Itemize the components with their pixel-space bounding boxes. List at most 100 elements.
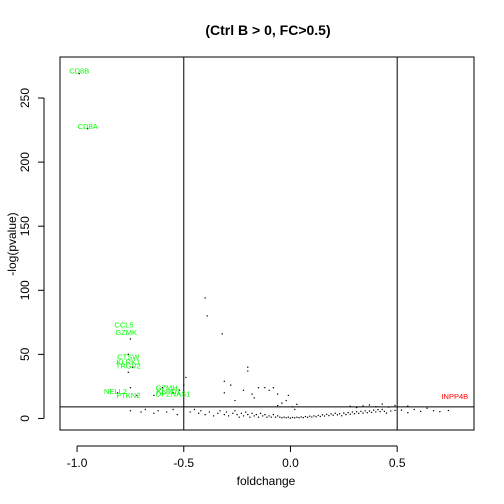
data-point-106 xyxy=(332,414,334,416)
data-point-75 xyxy=(266,416,268,418)
data-point-114 xyxy=(349,413,351,415)
data-point-146 xyxy=(375,405,377,408)
data-point-59 xyxy=(232,412,234,415)
data-point-121 xyxy=(364,410,366,412)
data-point-45 xyxy=(172,408,174,411)
data-point-55 xyxy=(219,410,221,412)
data-point-149 xyxy=(394,404,396,407)
data-point-98 xyxy=(315,416,317,418)
data-point-10 xyxy=(161,387,164,389)
data-point-53 xyxy=(212,415,215,417)
data-point-40 xyxy=(140,411,142,413)
plot-frame xyxy=(59,56,475,431)
data-point-80 xyxy=(276,415,279,417)
data-point-92 xyxy=(302,416,304,419)
data-point-109 xyxy=(338,413,341,415)
data-point-52 xyxy=(208,411,211,413)
x-tick-label-2: 0.0 xyxy=(282,456,299,470)
data-point-42 xyxy=(153,412,155,415)
data-point-13 xyxy=(183,384,185,386)
data-point-0 xyxy=(78,72,80,75)
data-point-33 xyxy=(281,402,283,404)
data-point-57 xyxy=(225,411,228,413)
data-point-3 xyxy=(127,353,129,356)
data-point-139 xyxy=(432,410,435,412)
chart-title: (Ctrl B > 0, FC>0.5) xyxy=(205,22,330,38)
data-point-102 xyxy=(323,415,326,417)
data-point-15 xyxy=(204,297,206,299)
data-point-72 xyxy=(259,412,262,415)
data-point-58 xyxy=(227,415,230,417)
data-point-32 xyxy=(276,404,279,407)
data-point-131 xyxy=(385,412,388,414)
data-point-17 xyxy=(221,333,223,335)
data-point-19 xyxy=(223,392,226,394)
data-point-27 xyxy=(257,387,260,389)
data-point-145 xyxy=(368,404,371,406)
x-tick-label-3: 0.5 xyxy=(389,456,406,470)
data-point-119 xyxy=(360,410,362,413)
point-label-10: KLRD1 xyxy=(157,387,181,396)
data-point-84 xyxy=(285,417,287,419)
data-point-118 xyxy=(358,412,360,415)
data-point-20 xyxy=(230,384,232,386)
data-point-112 xyxy=(345,413,347,416)
data-point-49 xyxy=(198,412,200,415)
data-point-26 xyxy=(253,397,255,399)
data-point-123 xyxy=(368,410,371,412)
data-point-44 xyxy=(166,411,168,413)
data-point-43 xyxy=(157,410,159,412)
point-label-12: INPP4B xyxy=(441,392,468,401)
data-point-93 xyxy=(304,415,307,418)
data-point-108 xyxy=(336,414,339,416)
data-point-70 xyxy=(255,413,258,416)
data-point-116 xyxy=(353,413,356,415)
data-point-34 xyxy=(285,399,287,402)
data-point-95 xyxy=(308,415,311,417)
data-point-77 xyxy=(270,416,272,418)
data-point-150 xyxy=(407,405,409,407)
point-label-5: KLRK1 xyxy=(116,358,140,367)
data-point-96 xyxy=(311,416,313,418)
data-point-14 xyxy=(185,376,187,379)
data-point-25 xyxy=(251,393,253,395)
data-point-140 xyxy=(439,410,441,413)
data-point-6 xyxy=(129,387,132,389)
data-point-135 xyxy=(407,411,409,414)
data-point-132 xyxy=(390,410,392,412)
data-point-89 xyxy=(296,416,298,418)
data-point-61 xyxy=(236,413,238,416)
data-point-94 xyxy=(306,416,309,419)
data-point-137 xyxy=(419,410,422,413)
point-label-2: CCL5 xyxy=(114,320,133,329)
data-point-138 xyxy=(426,407,428,409)
data-point-117 xyxy=(355,411,358,413)
point-label-7: NELL2 xyxy=(104,387,127,396)
data-point-142 xyxy=(349,405,351,407)
data-point-110 xyxy=(340,415,343,417)
data-point-35 xyxy=(287,394,290,397)
data-point-104 xyxy=(328,414,330,417)
data-point-62 xyxy=(238,416,240,418)
data-point-66 xyxy=(247,413,249,416)
data-point-68 xyxy=(251,412,253,415)
data-point-83 xyxy=(283,416,285,418)
data-point-78 xyxy=(272,413,275,416)
data-point-99 xyxy=(317,414,319,417)
y-tick-label-5: 250 xyxy=(18,88,32,108)
data-point-74 xyxy=(264,413,266,416)
data-point-113 xyxy=(347,411,349,414)
plot-layer: -1.0 -0.5 0.0 0.5 0 50 100 150 200 250 CD8B CD8A CCL… xyxy=(18,56,475,470)
data-point-129 xyxy=(381,408,383,411)
data-point-12 xyxy=(178,389,181,391)
data-point-86 xyxy=(289,417,292,419)
y-tick-label-0: 0 xyxy=(18,415,32,422)
data-point-7 xyxy=(116,392,119,394)
data-point-63 xyxy=(240,412,243,415)
point-label-8: PTKN2 xyxy=(116,391,140,400)
point-label-6: TRGV2 xyxy=(116,361,141,370)
data-point-23 xyxy=(247,366,249,368)
